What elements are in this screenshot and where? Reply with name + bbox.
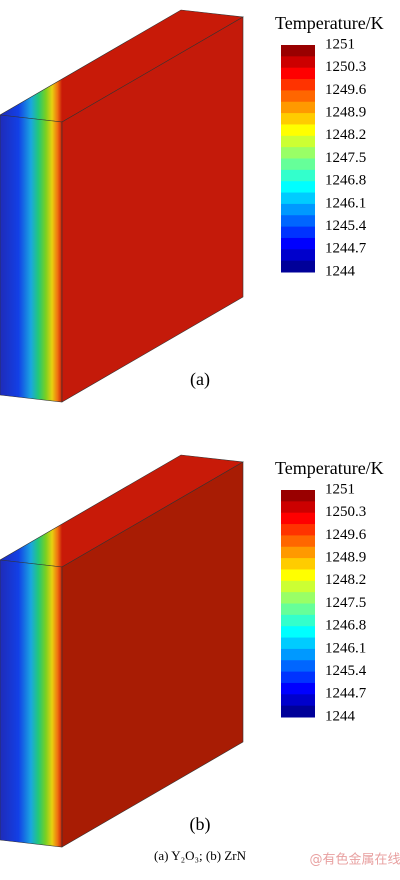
panel: Temperature/K 1251 1250.3 1249.6 1248.9 1248.… bbox=[0, 454, 384, 848]
legend-tick-label: 1245.4 bbox=[325, 663, 367, 679]
colorbar-band bbox=[281, 79, 315, 91]
colorbar-band bbox=[281, 67, 315, 80]
colorbar-band bbox=[281, 535, 315, 548]
legend-tick-label: 1248.2 bbox=[325, 127, 366, 143]
legend-tick-label: 1246.8 bbox=[325, 173, 366, 189]
colorbar-band bbox=[281, 249, 315, 262]
caption: (a) Y₂O₃; (b) ZrN bbox=[154, 848, 247, 863]
legend-tick-label: 1249.6 bbox=[325, 82, 367, 98]
slab-side bbox=[0, 114, 63, 403]
colorbar-band bbox=[281, 135, 315, 148]
colorbar-band bbox=[281, 592, 315, 604]
legend-tick-label: 1247.5 bbox=[325, 595, 366, 611]
legend-tick-label: 1244.7 bbox=[325, 686, 367, 702]
legend-tick-label: 1245.4 bbox=[325, 218, 367, 234]
legend-tick-label: 1246.8 bbox=[325, 618, 366, 634]
colorbar-band bbox=[281, 124, 315, 137]
colorbar-band bbox=[281, 614, 315, 627]
colorbar-band bbox=[281, 637, 315, 650]
slab-front bbox=[61, 461, 244, 848]
legend-tick-label: 1244.7 bbox=[325, 241, 367, 257]
colorbar-band bbox=[281, 203, 315, 216]
colorbar-band bbox=[281, 101, 315, 114]
colorbar-band bbox=[281, 260, 315, 273]
legend-tick-label: 1251 bbox=[325, 481, 355, 497]
colorbar-band bbox=[281, 56, 315, 69]
colorbar-band bbox=[281, 558, 315, 570]
colorbar-band bbox=[281, 215, 315, 228]
colorbar-band bbox=[281, 226, 315, 239]
colorbar-band bbox=[281, 569, 315, 582]
colorbar-band bbox=[281, 705, 315, 718]
colorbar-band bbox=[281, 512, 315, 525]
legend-tick-label: 1248.2 bbox=[325, 572, 366, 588]
legend-tick-label: 1246.1 bbox=[325, 195, 366, 211]
legend-tick-label: 1244 bbox=[325, 263, 356, 279]
legend-tick-label: 1248.9 bbox=[325, 550, 366, 566]
colorbar-band bbox=[281, 237, 315, 250]
colorbar-band bbox=[281, 147, 315, 159]
colorbar-band bbox=[281, 192, 315, 205]
colorbar-band bbox=[281, 490, 315, 502]
watermark: @有色金属在线 bbox=[309, 852, 400, 868]
colorbar-band bbox=[281, 113, 315, 125]
legend-title: Temperature/K bbox=[275, 13, 384, 33]
colorbar-band bbox=[281, 648, 315, 661]
legend-tick-label: 1246.1 bbox=[325, 640, 366, 656]
colorbar-band bbox=[281, 660, 315, 673]
legend-tick-label: 1247.5 bbox=[325, 150, 366, 166]
panel: Temperature/K 1251 1250.3 1249.6 1248.9 1248.… bbox=[0, 9, 384, 403]
slab-side bbox=[0, 559, 63, 848]
legend-tick-label: 1249.6 bbox=[325, 527, 367, 543]
colorbar-band bbox=[281, 501, 315, 514]
colorbar-band bbox=[281, 90, 315, 103]
legend-tick-label: 1244 bbox=[325, 708, 356, 724]
legend-tick-label: 1251 bbox=[325, 36, 355, 52]
colorbar-band bbox=[281, 682, 315, 695]
slab-front bbox=[61, 16, 244, 403]
legend-title: Temperature/K bbox=[275, 458, 384, 478]
colorbar-band bbox=[281, 626, 315, 639]
colorbar-band bbox=[281, 603, 315, 616]
legend-tick-label: 1250.3 bbox=[325, 504, 366, 520]
legend-tick-label: 1250.3 bbox=[325, 59, 366, 75]
colorbar-band bbox=[281, 45, 315, 57]
colorbar-band bbox=[281, 546, 315, 559]
colorbar-band bbox=[281, 181, 315, 194]
colorbar-band bbox=[281, 158, 315, 171]
panel-label: (b) bbox=[190, 814, 211, 835]
legend-tick-label: 1248.9 bbox=[325, 105, 366, 121]
panel-label: (a) bbox=[190, 369, 210, 390]
colorbar-band bbox=[281, 580, 315, 593]
colorbar-band bbox=[281, 694, 315, 707]
colorbar-band bbox=[281, 169, 315, 182]
colorbar-band bbox=[281, 524, 315, 536]
colorbar-band bbox=[281, 671, 315, 684]
